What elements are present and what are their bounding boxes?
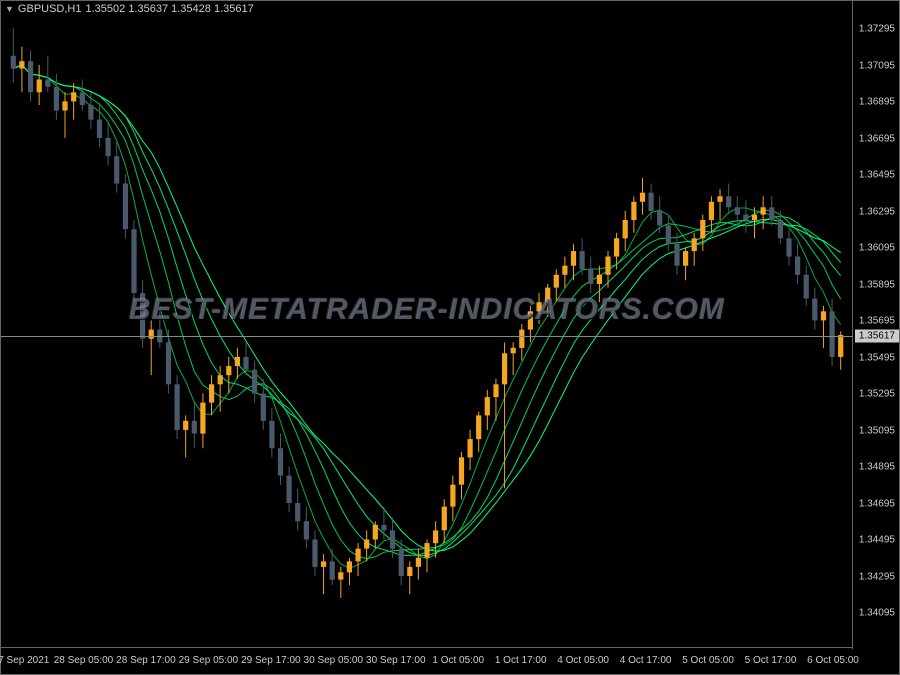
candlestick-svg xyxy=(1,1,853,649)
x-tick-label: 30 Sep 17:00 xyxy=(366,655,426,666)
x-axis: 27 Sep 202128 Sep 05:0028 Sep 17:0029 Se… xyxy=(1,647,853,674)
plot-area[interactable]: BEST-METATRADER-INDICATORS.COM xyxy=(1,1,853,649)
x-tick-label: 1 Oct 05:00 xyxy=(432,655,484,666)
x-tick-label: 29 Sep 17:00 xyxy=(241,655,301,666)
y-tick-label: 1.34495 xyxy=(859,535,895,546)
x-tick-label: 1 Oct 17:00 xyxy=(495,655,547,666)
current-price-label: 1.35617 xyxy=(855,329,899,342)
y-tick-label: 1.35495 xyxy=(859,352,895,363)
x-tick-label: 29 Sep 05:00 xyxy=(179,655,239,666)
x-tick-label: 30 Sep 05:00 xyxy=(304,655,364,666)
y-tick-label: 1.34895 xyxy=(859,462,895,473)
y-tick-label: 1.36695 xyxy=(859,133,895,144)
y-axis: 1.37295 1.37095 1.36895 1.36695 1.36495 1.362… xyxy=(851,1,899,649)
y-tick-label: 1.34695 xyxy=(859,498,895,509)
x-tick-label: 28 Sep 05:00 xyxy=(54,655,114,666)
y-tick-label: 1.37095 xyxy=(859,60,895,71)
y-tick-label: 1.35895 xyxy=(859,279,895,290)
x-tick-label: 28 Sep 17:00 xyxy=(116,655,176,666)
y-tick-label: 1.34095 xyxy=(859,608,895,619)
current-price-line xyxy=(1,336,853,337)
x-tick-label: 5 Oct 17:00 xyxy=(745,655,797,666)
y-tick-label: 1.35095 xyxy=(859,425,895,436)
y-tick-label: 1.36895 xyxy=(859,97,895,108)
x-tick-label: 27 Sep 2021 xyxy=(0,655,49,666)
y-tick-label: 1.36495 xyxy=(859,170,895,181)
x-tick-label: 5 Oct 05:00 xyxy=(682,655,734,666)
y-tick-label: 1.35695 xyxy=(859,316,895,327)
x-tick-label: 4 Oct 17:00 xyxy=(620,655,672,666)
y-tick-label: 1.36295 xyxy=(859,206,895,217)
x-tick-label: 4 Oct 05:00 xyxy=(557,655,609,666)
chart-container: ▼ GBPUSD,H1 1.35502 1.35637 1.35428 1.35… xyxy=(0,0,900,675)
y-tick-label: 1.34295 xyxy=(859,571,895,582)
y-tick-label: 1.35295 xyxy=(859,389,895,400)
x-tick-label: 6 Oct 05:00 xyxy=(807,655,859,666)
y-tick-label: 1.37295 xyxy=(859,24,895,35)
y-tick-label: 1.36095 xyxy=(859,243,895,254)
